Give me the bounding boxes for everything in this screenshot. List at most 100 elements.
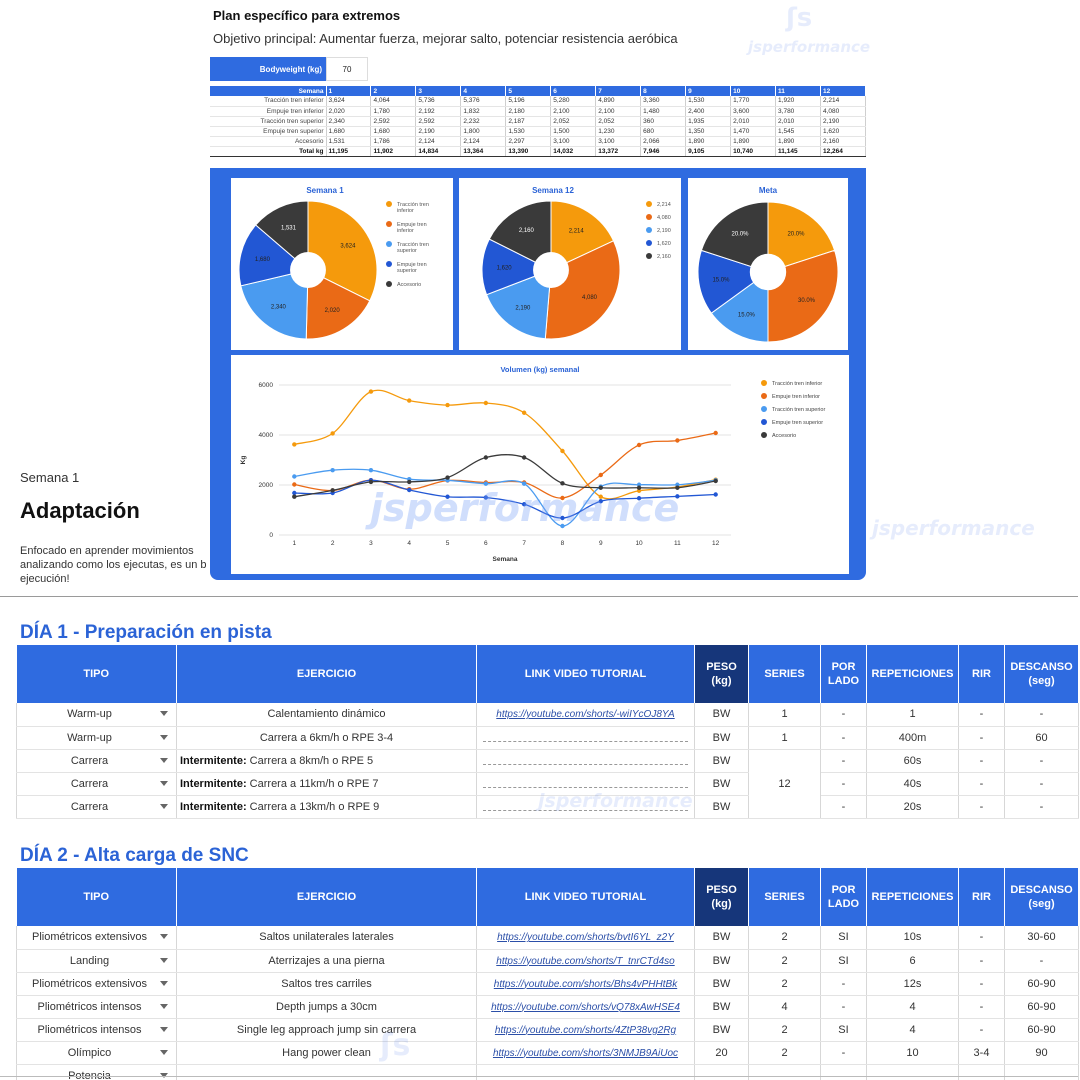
descanso-cell: - [1004, 749, 1079, 773]
pie-chart-week12: Semana 12 2,214 4,080 2,190 1,620 2,160 2,214 4… [459, 178, 681, 350]
tipo-dropdown[interactable]: Landing [16, 949, 177, 973]
chevron-down-icon[interactable] [160, 711, 168, 716]
volume-row: Empuje tren superior 1,680 1,680 2,190 1,800… [210, 126, 867, 137]
volume-cell: 2,100 [595, 106, 642, 117]
chevron-down-icon[interactable] [160, 980, 168, 986]
data-point [560, 515, 565, 521]
peso-cell: BW [694, 995, 749, 1019]
pie-slice [305, 269, 371, 340]
video-link[interactable]: https://youtube.com/shorts/Bhs4vPHHtBk [493, 978, 678, 990]
data-point [675, 485, 680, 490]
tipo-dropdown[interactable]: Olímpico [16, 1041, 177, 1065]
legend-marker [386, 221, 392, 227]
empty-link-placeholder [483, 757, 688, 765]
chevron-down-icon[interactable] [160, 1026, 168, 1032]
legend-label: Empuje tren superior [772, 420, 823, 426]
chevron-down-icon[interactable] [160, 757, 168, 763]
chevron-down-icon[interactable] [160, 780, 168, 786]
chevron-down-icon[interactable] [160, 1049, 168, 1055]
reps-cell: 60s [866, 749, 959, 773]
video-link-cell: https://youtube.com/shorts/3NMJB9AiUoc [476, 1041, 695, 1065]
por-lado-cell: - [820, 772, 867, 796]
y-axis-label: Kg [240, 456, 247, 465]
tipo-dropdown[interactable]: Carrera [16, 772, 177, 796]
tipo-dropdown[interactable]: Carrera [16, 795, 177, 819]
exercise-cell: Saltos unilaterales laterales [176, 926, 477, 950]
table-row: Olímpico Hang power clean https://youtube.… [16, 1041, 1079, 1065]
volume-cell: 360 [640, 116, 687, 127]
divider [0, 596, 1078, 597]
descanso-cell: - [1004, 949, 1079, 973]
pie-slice-label: 2,214 [569, 228, 585, 234]
descanso-cell: - [1004, 703, 1079, 727]
volume-header-week: 3 [415, 86, 462, 96]
rir-cell: - [958, 949, 1005, 973]
pie-chart-week1: Semana 1 3,624 2,020 2,340 1,680 1,531 Tracció… [231, 178, 453, 350]
descanso-cell [1004, 1064, 1079, 1080]
header-descanso-unit: (seg) [1028, 898, 1055, 910]
chevron-down-icon[interactable] [160, 734, 168, 740]
reps-cell: 20s [866, 795, 959, 819]
data-point [636, 485, 642, 490]
x-tick-label: 4 [407, 540, 411, 547]
header-rir: RIR [958, 645, 1005, 703]
chevron-down-icon[interactable] [160, 1072, 168, 1078]
exercise-prefix: Intermitente: [180, 777, 247, 790]
tipo-dropdown[interactable]: Pliométricos intensos [16, 1018, 177, 1042]
table-row: Carrera Intermitente: Carrera a 11km/h o… [16, 772, 1079, 796]
volume-total-cell: 13,364 [460, 145, 507, 157]
header-peso: PESO (kg) [694, 868, 749, 926]
pie-slice [550, 200, 615, 271]
tipo-dropdown[interactable]: Potencia [16, 1064, 177, 1080]
bodyweight-value[interactable]: 70 [326, 57, 368, 81]
volume-cell: 680 [640, 126, 687, 137]
header-por-line: POR [831, 661, 856, 673]
chevron-down-icon[interactable] [160, 934, 168, 939]
video-link[interactable]: https://youtube.com/shorts/3NMJB9AiUoc [492, 1047, 679, 1059]
tipo-value: Potencia [68, 1069, 111, 1080]
volume-cell: 5,376 [460, 96, 507, 107]
day1-header-row: TIPO EJERCICIO LINK VIDEO TUTORIAL PESO (… [16, 645, 1079, 703]
data-point [292, 494, 297, 499]
tipo-dropdown[interactable]: Pliométricos extensivos [16, 972, 177, 996]
volume-header-week: 5 [505, 86, 552, 96]
volume-row: Tracción tren inferior 3,624 4,064 5,736 5,3… [210, 96, 867, 107]
video-link-cell [476, 795, 695, 819]
video-link[interactable]: https://youtube.com/shorts/4ZtP38vg2Rg [494, 1024, 677, 1036]
pie-title: Semana 12 [532, 186, 574, 195]
exercise-cell: Aterrizajes a una pierna [176, 949, 477, 973]
por-lado-cell: SI [820, 926, 867, 950]
header-tipo: TIPO [16, 868, 177, 926]
video-link[interactable]: https://youtube.com/shorts/-wiIYcOJ8YA [496, 709, 675, 721]
chevron-down-icon[interactable] [160, 1003, 168, 1009]
tipo-dropdown[interactable]: Carrera [16, 749, 177, 773]
tipo-dropdown[interactable]: Pliométricos extensivos [16, 926, 177, 950]
peso-cell: BW [694, 926, 749, 950]
chevron-down-icon[interactable] [160, 803, 168, 809]
video-link[interactable]: https://youtube.com/shorts/vQ78xAwHSE4 [491, 1001, 680, 1013]
y-tick-label: 4000 [259, 432, 274, 439]
chevron-down-icon[interactable] [160, 957, 168, 963]
legend-marker [646, 227, 652, 233]
data-point [598, 499, 603, 504]
peso-cell: BW [694, 749, 749, 773]
line-chart-title: Volumen (kg) semanal [500, 365, 579, 374]
pie-slice [767, 201, 836, 273]
volume-cell: 1,890 [775, 136, 821, 147]
volume-cell: 4,064 [370, 96, 417, 107]
header-repeticiones: REPETICIONES [866, 868, 959, 926]
por-lado-cell: SI [820, 1018, 867, 1042]
header-descanso: DESCANSO (seg) [1004, 868, 1079, 926]
volume-cell: 1,470 [730, 126, 777, 137]
volume-cell: 1,770 [730, 96, 777, 107]
tipo-dropdown[interactable]: Warm-up [16, 703, 177, 727]
y-tick-label: 0 [269, 532, 273, 539]
video-link[interactable]: https://youtube.com/shorts/T_tnrCTd4so [496, 955, 675, 967]
legend-marker [646, 201, 652, 207]
legend-label: 2,190 [657, 228, 671, 234]
volume-cell: 1,480 [640, 106, 687, 117]
tipo-dropdown[interactable]: Warm-up [16, 726, 177, 750]
tipo-dropdown[interactable]: Pliométricos intensos [16, 995, 177, 1019]
descanso-cell: 60-90 [1004, 995, 1079, 1019]
video-link[interactable]: https://youtube.com/shorts/bvtI6YL_z2Y [497, 932, 674, 944]
